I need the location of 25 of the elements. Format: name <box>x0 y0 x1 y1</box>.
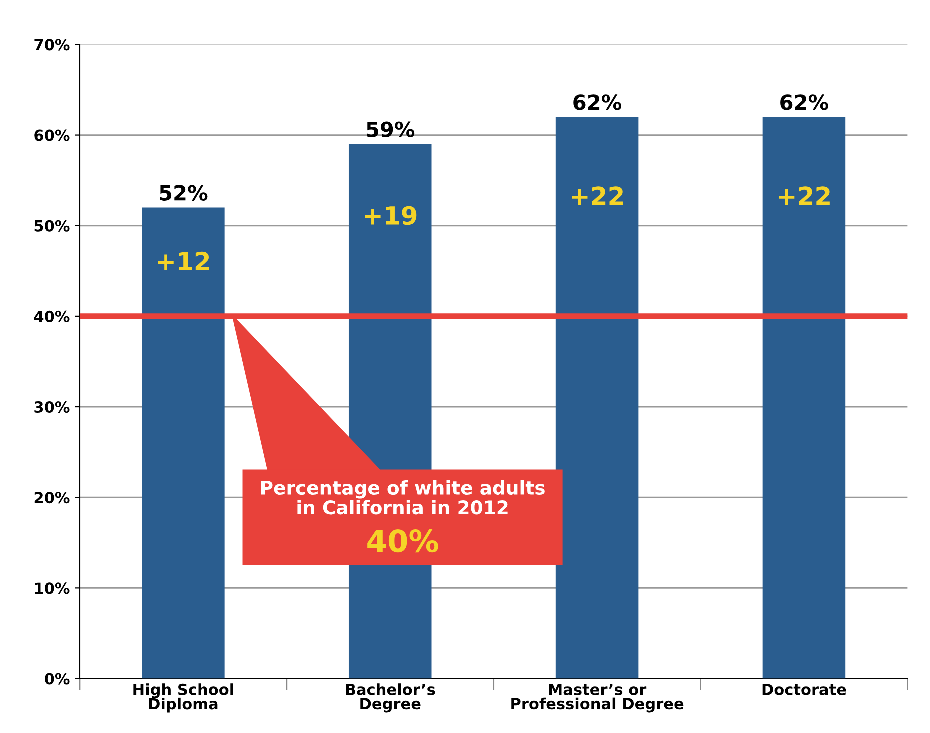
x-tick-label: High School Diploma <box>134 684 234 713</box>
annotation: +12 <box>158 252 210 270</box>
annotation: +19 <box>365 206 417 226</box>
x-tick-label: Master’s or Professional Degree <box>512 684 684 713</box>
y-tick-label: 0% <box>45 673 70 685</box>
data-label: 52% <box>160 185 208 201</box>
y-tick-label: 30% <box>34 401 70 414</box>
bar <box>142 208 225 679</box>
annotation: Percentage of white adults in California in 2012 <box>262 480 545 515</box>
y-tick-label: 50% <box>34 220 70 232</box>
y-tick-label: 40% <box>34 310 70 322</box>
x-tick-label: Doctorate <box>762 684 846 696</box>
annotation: 40% <box>368 530 438 553</box>
annotation: +22 <box>572 186 623 206</box>
y-tick-label: 70% <box>34 39 70 51</box>
bar <box>556 117 639 679</box>
x-tick-label: Bachelor’s Degree <box>346 684 436 713</box>
bar <box>762 117 846 679</box>
data-label: 59% <box>367 122 415 138</box>
y-tick-label: 10% <box>35 582 70 594</box>
annotation: +22 <box>778 186 830 206</box>
data-label: 62% <box>780 94 828 110</box>
y-tick-label: 20% <box>34 492 70 504</box>
data-label: 62% <box>574 94 622 110</box>
y-tick-label: 60% <box>34 130 70 142</box>
